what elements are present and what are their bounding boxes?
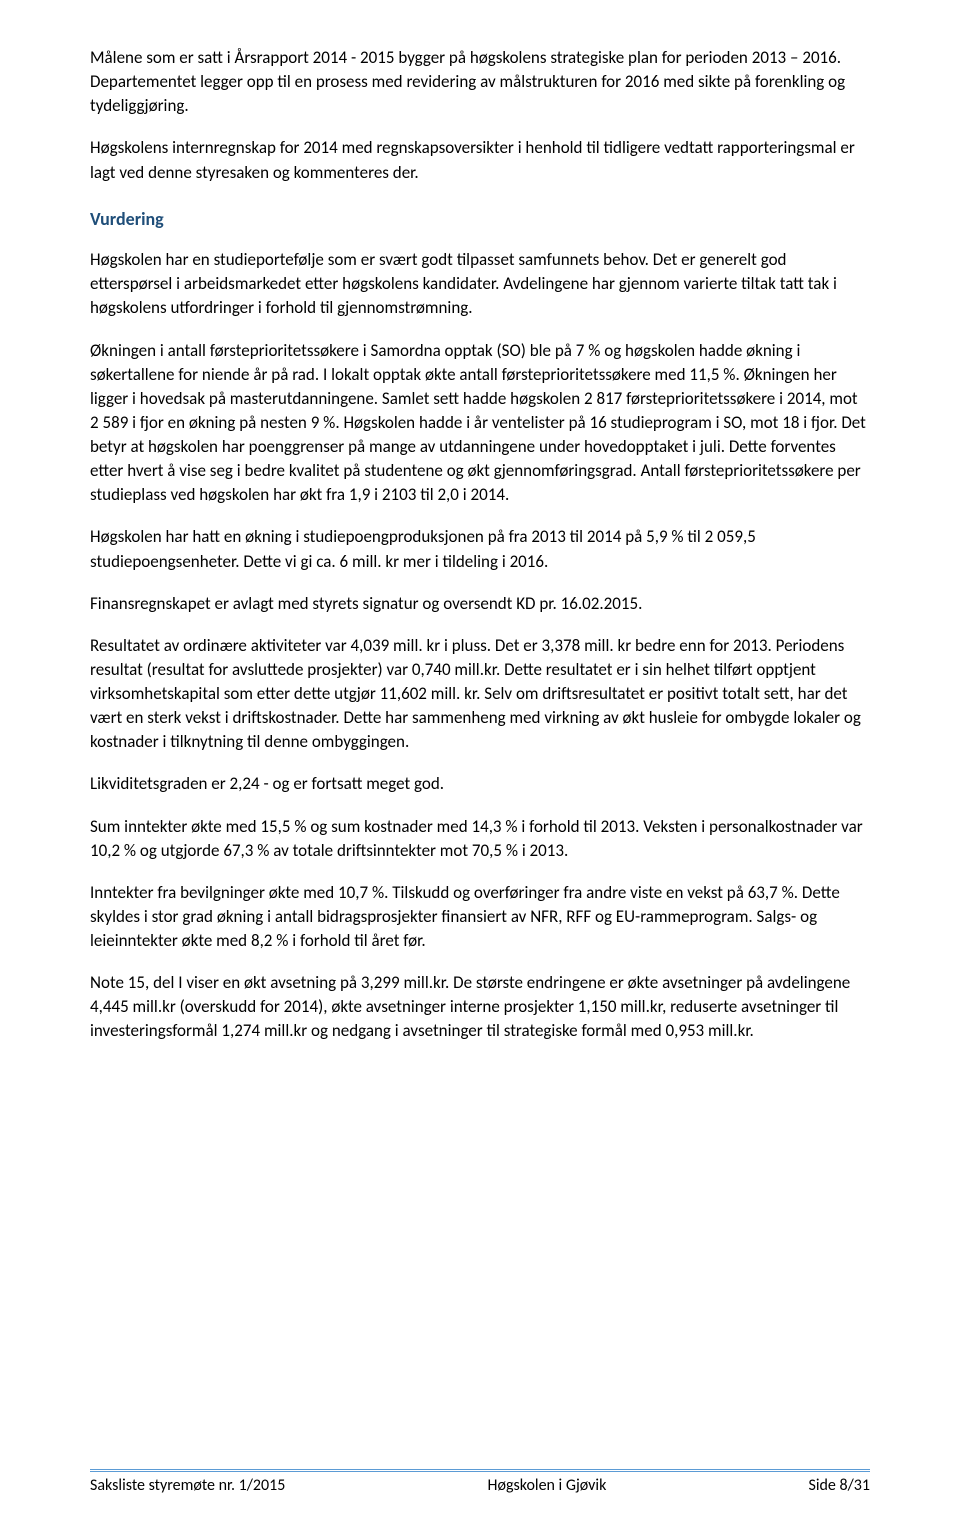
- paragraph: Økningen i antall førsteprioritetssøkere…: [90, 339, 870, 508]
- paragraph: Målene som er satt i Årsrapport 2014 - 2…: [90, 46, 870, 118]
- paragraph: Høgskolen har en studieportefølje som er…: [90, 248, 870, 320]
- paragraph: Note 15, del I viser en økt avsetning på…: [90, 971, 870, 1043]
- footer-left: Saksliste styremøte nr. 1/2015: [90, 1476, 285, 1495]
- paragraph: Høgskolen har hatt en økning i studiepoe…: [90, 525, 870, 573]
- document-page: Målene som er satt i Årsrapport 2014 - 2…: [0, 0, 960, 1515]
- paragraph: Inntekter fra bevilgninger økte med 10,7…: [90, 881, 870, 953]
- paragraph: Finansregnskapet er avlagt med styrets s…: [90, 592, 870, 616]
- footer-right: Side 8/31: [808, 1476, 870, 1495]
- paragraph: Sum inntekter økte med 15,5 % og sum kos…: [90, 815, 870, 863]
- paragraph: Resultatet av ordinære aktiviteter var 4…: [90, 634, 870, 755]
- paragraph: Høgskolens internregnskap for 2014 med r…: [90, 136, 870, 184]
- footer-center: Høgskolen i Gjøvik: [488, 1476, 607, 1495]
- footer-row: Saksliste styremøte nr. 1/2015 Høgskolen…: [90, 1476, 870, 1495]
- page-footer: Saksliste styremøte nr. 1/2015 Høgskolen…: [90, 1469, 870, 1495]
- section-heading-vurdering: Vurdering: [90, 207, 870, 233]
- paragraph: Likviditetsgraden er 2,24 - og er fortsa…: [90, 772, 870, 796]
- footer-divider: [90, 1469, 870, 1472]
- document-body: Målene som er satt i Årsrapport 2014 - 2…: [90, 46, 870, 1044]
